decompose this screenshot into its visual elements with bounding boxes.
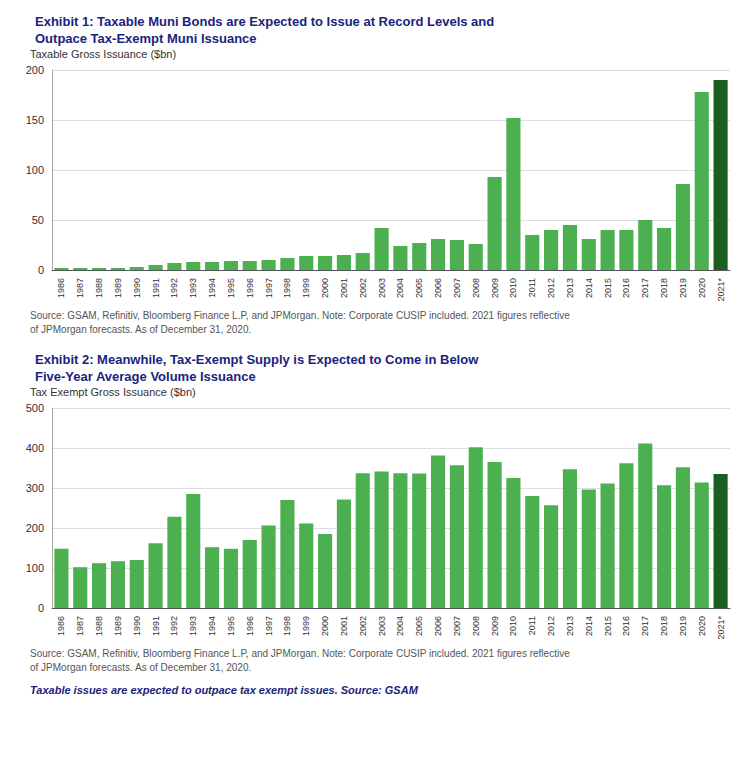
svg-text:150: 150 — [26, 114, 44, 126]
svg-text:1997: 1997 — [264, 278, 274, 298]
svg-text:Exhibit 2: Meanwhile, Tax-Exem: Exhibit 2: Meanwhile, Tax-Exempt Supply … — [35, 352, 479, 367]
svg-text:2000: 2000 — [320, 616, 330, 636]
svg-text:2007: 2007 — [452, 278, 462, 298]
svg-text:300: 300 — [26, 482, 44, 494]
svg-text:1989: 1989 — [113, 616, 123, 636]
svg-text:200: 200 — [26, 64, 44, 76]
svg-text:2015: 2015 — [603, 278, 613, 298]
svg-text:2015: 2015 — [603, 616, 613, 636]
svg-text:1996: 1996 — [245, 616, 255, 636]
svg-text:2010: 2010 — [508, 278, 518, 298]
svg-text:2018: 2018 — [659, 278, 669, 298]
svg-text:2007: 2007 — [452, 616, 462, 636]
svg-text:1988: 1988 — [94, 278, 104, 298]
svg-text:2011: 2011 — [527, 616, 537, 635]
svg-text:2017: 2017 — [640, 278, 650, 298]
svg-text:2009: 2009 — [490, 278, 500, 298]
svg-text:1991: 1991 — [151, 278, 161, 298]
svg-text:2021*: 2021* — [716, 616, 726, 640]
svg-text:Taxable Gross Issuance ($bn): Taxable Gross Issuance ($bn) — [30, 48, 176, 60]
svg-text:1995: 1995 — [226, 616, 236, 636]
svg-text:0: 0 — [38, 602, 44, 614]
svg-text:1992: 1992 — [169, 616, 179, 636]
svg-text:2020: 2020 — [697, 278, 707, 298]
svg-text:2004: 2004 — [395, 616, 405, 636]
svg-text:1994: 1994 — [207, 278, 217, 298]
svg-text:Source: GSAM, Refinitiv, Bloom: Source: GSAM, Refinitiv, Bloomberg Finan… — [30, 648, 570, 659]
svg-text:1995: 1995 — [226, 278, 236, 298]
svg-text:1990: 1990 — [132, 278, 142, 298]
svg-text:1999: 1999 — [301, 278, 311, 298]
svg-text:2009: 2009 — [490, 616, 500, 636]
svg-text:1991: 1991 — [151, 616, 161, 636]
svg-text:2014: 2014 — [584, 278, 594, 298]
svg-text:1987: 1987 — [75, 278, 85, 298]
svg-text:100: 100 — [26, 562, 44, 574]
svg-text:of JPMorgan forecasts. As of D: of JPMorgan forecasts. As of December 31… — [30, 662, 251, 673]
svg-text:2001: 2001 — [339, 616, 349, 636]
svg-text:2006: 2006 — [433, 278, 443, 298]
svg-text:1989: 1989 — [113, 278, 123, 298]
svg-text:2010: 2010 — [508, 616, 518, 636]
svg-text:50: 50 — [32, 214, 44, 226]
svg-text:2020: 2020 — [697, 616, 707, 636]
svg-text:2005: 2005 — [414, 616, 424, 636]
svg-text:2013: 2013 — [565, 278, 575, 298]
svg-text:1998: 1998 — [282, 616, 292, 636]
svg-text:Exhibit 1: Taxable Muni Bonds: Exhibit 1: Taxable Muni Bonds are Expect… — [35, 14, 494, 29]
svg-text:2019: 2019 — [678, 616, 688, 636]
svg-text:1992: 1992 — [169, 278, 179, 298]
svg-text:2014: 2014 — [584, 616, 594, 636]
svg-text:1999: 1999 — [301, 616, 311, 636]
svg-text:2008: 2008 — [471, 278, 481, 298]
svg-text:2021*: 2021* — [716, 278, 726, 302]
svg-text:2003: 2003 — [377, 278, 387, 298]
svg-text:1993: 1993 — [188, 278, 198, 298]
svg-text:Tax Exempt Gross Issuance ($bn: Tax Exempt Gross Issuance ($bn) — [30, 386, 196, 398]
svg-text:Five-Year Average Volume Issua: Five-Year Average Volume Issuance — [35, 369, 256, 384]
svg-text:2019: 2019 — [678, 278, 688, 298]
svg-text:Outpace Tax-Exempt Muni Issuan: Outpace Tax-Exempt Muni Issuance — [35, 31, 257, 46]
svg-text:2005: 2005 — [414, 278, 424, 298]
svg-text:1993: 1993 — [188, 616, 198, 636]
svg-text:2001: 2001 — [339, 278, 349, 298]
svg-text:1990: 1990 — [132, 616, 142, 636]
svg-text:2011: 2011 — [527, 278, 537, 297]
svg-text:1987: 1987 — [75, 616, 85, 636]
svg-text:1994: 1994 — [207, 616, 217, 636]
svg-text:2002: 2002 — [358, 278, 368, 298]
svg-text:2006: 2006 — [433, 616, 443, 636]
svg-text:2017: 2017 — [640, 616, 650, 636]
svg-text:2013: 2013 — [565, 616, 575, 636]
svg-text:2018: 2018 — [659, 616, 669, 636]
svg-text:1986: 1986 — [56, 278, 66, 298]
svg-text:2003: 2003 — [377, 616, 387, 636]
svg-text:400: 400 — [26, 442, 44, 454]
svg-text:2008: 2008 — [471, 616, 481, 636]
svg-text:2002: 2002 — [358, 616, 368, 636]
svg-text:2012: 2012 — [546, 278, 556, 298]
svg-text:Source: GSAM, Refinitiv, Bloom: Source: GSAM, Refinitiv, Bloomberg Finan… — [30, 310, 570, 321]
svg-text:1998: 1998 — [282, 278, 292, 298]
svg-text:500: 500 — [26, 402, 44, 414]
svg-text:0: 0 — [38, 264, 44, 276]
svg-text:of JPMorgan forecasts. As of D: of JPMorgan forecasts. As of December 31… — [30, 324, 251, 335]
svg-text:1988: 1988 — [94, 616, 104, 636]
svg-text:1997: 1997 — [264, 616, 274, 636]
svg-text:2000: 2000 — [320, 278, 330, 298]
svg-text:1996: 1996 — [245, 278, 255, 298]
svg-text:2012: 2012 — [546, 616, 556, 636]
svg-text:2004: 2004 — [395, 278, 405, 298]
svg-text:100: 100 — [26, 164, 44, 176]
svg-text:200: 200 — [26, 522, 44, 534]
svg-text:2016: 2016 — [621, 278, 631, 298]
svg-text:1986: 1986 — [56, 616, 66, 636]
svg-text:Taxable issues are expected to: Taxable issues are expected to outpace t… — [30, 684, 419, 696]
svg-text:2016: 2016 — [621, 616, 631, 636]
